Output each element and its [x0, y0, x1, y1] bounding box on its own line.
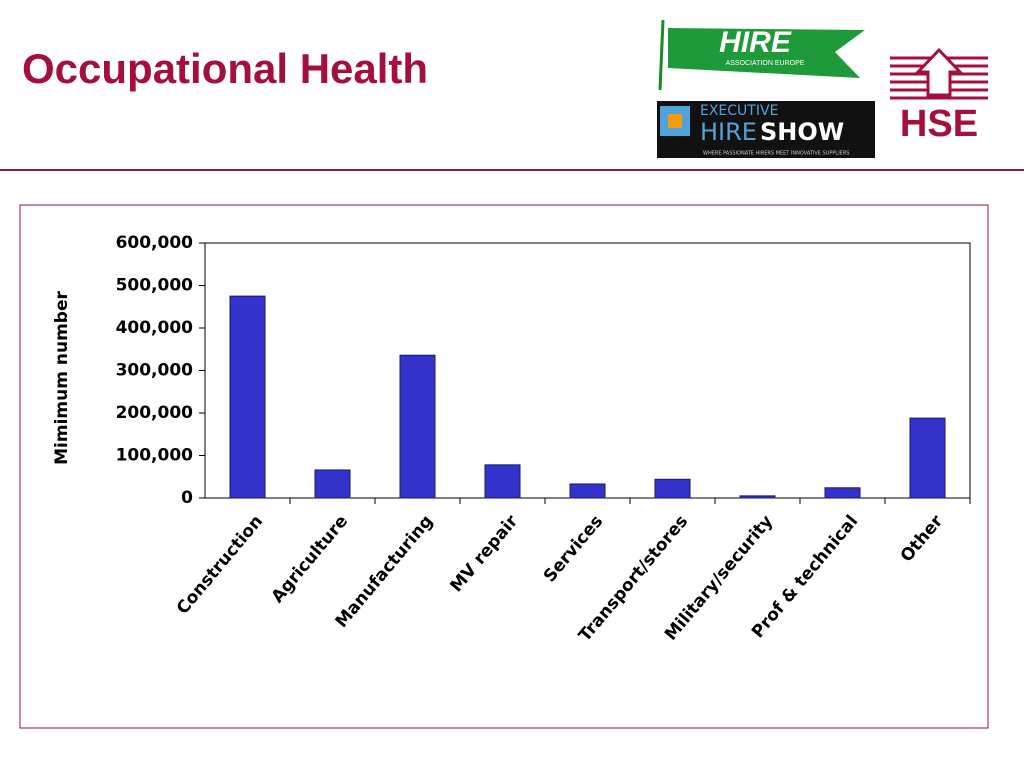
y-axis-label: Mimimum number	[52, 291, 72, 465]
bar	[739, 495, 776, 499]
slide-title: Occupational Health	[22, 45, 428, 92]
x-tick-label: Other	[897, 511, 948, 566]
hireshow-logo: EXECUTIVE HIRE SHOW WHERE PASSIONATE HIR…	[657, 101, 875, 158]
bar	[229, 295, 266, 499]
plot-area	[204, 242, 971, 499]
y-tick-label: 200,000	[116, 403, 194, 423]
hire-text: HIRE	[719, 26, 792, 59]
y-tick-label: 400,000	[116, 318, 194, 338]
x-tick-label: Agriculture	[268, 512, 353, 607]
show-tagline: WHERE PASSIONATE HIRERS MEET INNOVATIVE …	[703, 151, 849, 157]
hire-logo: HIRE ASSOCIATION EUROPE	[658, 19, 865, 91]
x-tick-label: Services	[540, 512, 607, 587]
y-tick-label: 0	[181, 488, 193, 508]
hire-sub: ASSOCIATION EUROPE	[726, 60, 805, 67]
hse-logo: HSE	[890, 47, 988, 145]
hse-text: HSE	[900, 103, 978, 145]
y-tick-label: 100,000	[116, 446, 194, 466]
show-hire: HIRE	[700, 118, 757, 146]
y-tick-label: 300,000	[116, 361, 194, 381]
show-top: EXECUTIVE	[700, 103, 778, 119]
x-tick-label: MV repair	[447, 511, 523, 596]
bar	[314, 469, 351, 499]
bar	[569, 483, 606, 499]
bar	[399, 354, 436, 499]
chart-frame	[19, 204, 989, 729]
y-tick-label: 600,000	[116, 233, 194, 253]
x-tick-label: Construction	[173, 512, 267, 619]
show-show: SHOW	[760, 118, 844, 146]
bar	[484, 464, 521, 499]
y-tick-label: 500,000	[116, 276, 194, 296]
bar	[824, 487, 861, 499]
bar	[654, 478, 691, 499]
bar	[909, 417, 946, 499]
